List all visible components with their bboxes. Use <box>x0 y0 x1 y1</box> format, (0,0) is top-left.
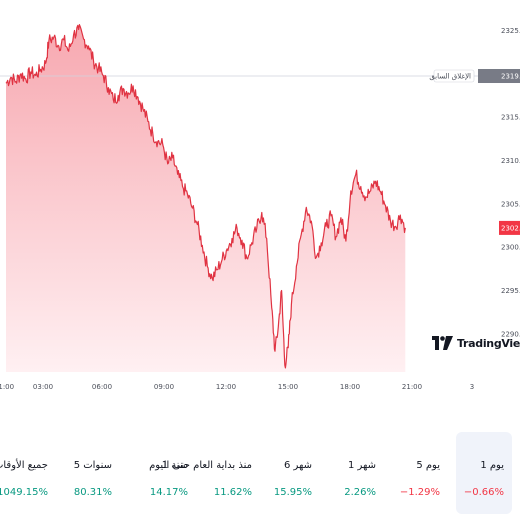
y-tick-label: 2300.00 <box>501 244 520 252</box>
y-tick-label: 2295.00 <box>501 287 520 295</box>
period-label: 1 سنة <box>161 460 188 471</box>
period-tab[interactable]: 5 سنوات 80.31% <box>58 432 120 514</box>
y-tick-label: 2305.00 <box>501 200 520 208</box>
price-chart[interactable]: 2325.002320.002315.002310.002305.002300.… <box>0 0 520 432</box>
period-change: 2.26% <box>344 487 376 498</box>
period-tab[interactable]: 5 يوم −1.29% <box>386 432 448 514</box>
previous-close-label: الإغلاق السابق <box>429 73 471 81</box>
period-label: جميع الأوقات <box>0 460 48 471</box>
price-area-fill <box>6 24 406 372</box>
last-price-badge <box>499 220 520 235</box>
period-tab[interactable]: جميع الأوقات 11049.15% <box>0 432 56 514</box>
price-line <box>5 24 406 369</box>
period-change: 14.17% <box>149 487 188 498</box>
tradingview-logo: TradingView <box>432 334 520 352</box>
period-label: 1 يوم <box>480 460 504 471</box>
x-tick-label: 12:00 <box>216 383 236 391</box>
period-label: منذ بداية العام حتى اليوم <box>149 460 252 471</box>
period-tab[interactable]: 1 سنة 14.17% <box>134 432 196 514</box>
period-label: 1 شهر <box>347 460 376 471</box>
period-tab[interactable]: 6 شهر 15.95% <box>260 432 320 514</box>
last-price-value: 2302.22 <box>501 224 520 232</box>
x-tick-label: 21:00 <box>402 383 422 391</box>
period-change: −1.29% <box>399 487 440 498</box>
y-tick-label: 2290.00 <box>501 330 520 338</box>
x-tick-label: 06:00 <box>92 383 112 391</box>
period-change: −0.66% <box>463 487 504 498</box>
tradingview-wordmark: TradingView <box>457 336 520 350</box>
period-tab[interactable]: 1 يوم −0.66% <box>456 432 512 514</box>
period-tab[interactable]: منذ بداية العام حتى اليوم 11.62% <box>149 432 260 514</box>
y-tick-label: 2315.00 <box>501 114 520 122</box>
period-label: 6 شهر <box>283 460 312 471</box>
y-tick-label: 2310.00 <box>501 157 520 165</box>
period-change: 15.95% <box>273 487 312 498</box>
previous-close-badge <box>478 69 520 84</box>
period-change: 11049.15% <box>0 487 48 498</box>
x-tick-label: 09:00 <box>154 383 174 391</box>
period-label: 5 سنوات <box>73 460 112 471</box>
period-tab[interactable]: 1 شهر 2.26% <box>322 432 384 514</box>
previous-close-value: 2319.74 <box>501 73 520 81</box>
period-selector: 1 يوم −0.66% 5 يوم −1.29% 1 شهر 2.26% 6 شهر 15.… <box>0 432 520 520</box>
period-change: 11.62% <box>213 487 252 498</box>
tradingview-icon <box>432 336 453 350</box>
period-label: 5 يوم <box>416 460 440 471</box>
previous-close-label-box <box>433 69 475 83</box>
y-tick-label: 2325.00 <box>501 27 520 35</box>
x-tick-label: 15:00 <box>278 383 298 391</box>
period-change: 80.31% <box>73 487 112 498</box>
x-tick-label: 03:00 <box>33 383 53 391</box>
x-tick-label: 18:00 <box>340 383 360 391</box>
x-tick-label: 01:00 <box>0 383 14 391</box>
x-tick-label: 3 <box>470 383 474 391</box>
